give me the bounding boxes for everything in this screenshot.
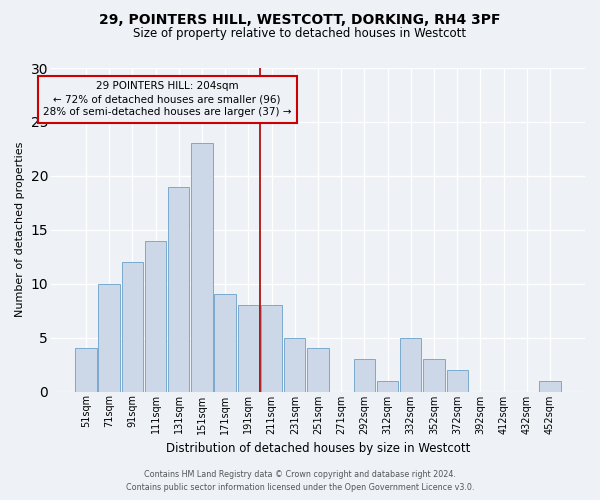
- Bar: [145, 240, 166, 392]
- Bar: [261, 305, 282, 392]
- X-axis label: Distribution of detached houses by size in Westcott: Distribution of detached houses by size …: [166, 442, 470, 455]
- Bar: [400, 338, 421, 392]
- Bar: [446, 370, 468, 392]
- Bar: [354, 359, 375, 392]
- Bar: [75, 348, 97, 392]
- Y-axis label: Number of detached properties: Number of detached properties: [15, 142, 25, 318]
- Bar: [377, 380, 398, 392]
- Bar: [284, 338, 305, 392]
- Text: Contains HM Land Registry data © Crown copyright and database right 2024.
Contai: Contains HM Land Registry data © Crown c…: [126, 470, 474, 492]
- Bar: [98, 284, 120, 392]
- Bar: [238, 305, 259, 392]
- Bar: [191, 144, 212, 392]
- Text: Size of property relative to detached houses in Westcott: Size of property relative to detached ho…: [133, 28, 467, 40]
- Text: 29, POINTERS HILL, WESTCOTT, DORKING, RH4 3PF: 29, POINTERS HILL, WESTCOTT, DORKING, RH…: [99, 12, 501, 26]
- Bar: [424, 359, 445, 392]
- Bar: [122, 262, 143, 392]
- Bar: [168, 186, 190, 392]
- Bar: [214, 294, 236, 392]
- Text: 29 POINTERS HILL: 204sqm
← 72% of detached houses are smaller (96)
28% of semi-d: 29 POINTERS HILL: 204sqm ← 72% of detach…: [43, 81, 292, 118]
- Bar: [539, 380, 561, 392]
- Bar: [307, 348, 329, 392]
